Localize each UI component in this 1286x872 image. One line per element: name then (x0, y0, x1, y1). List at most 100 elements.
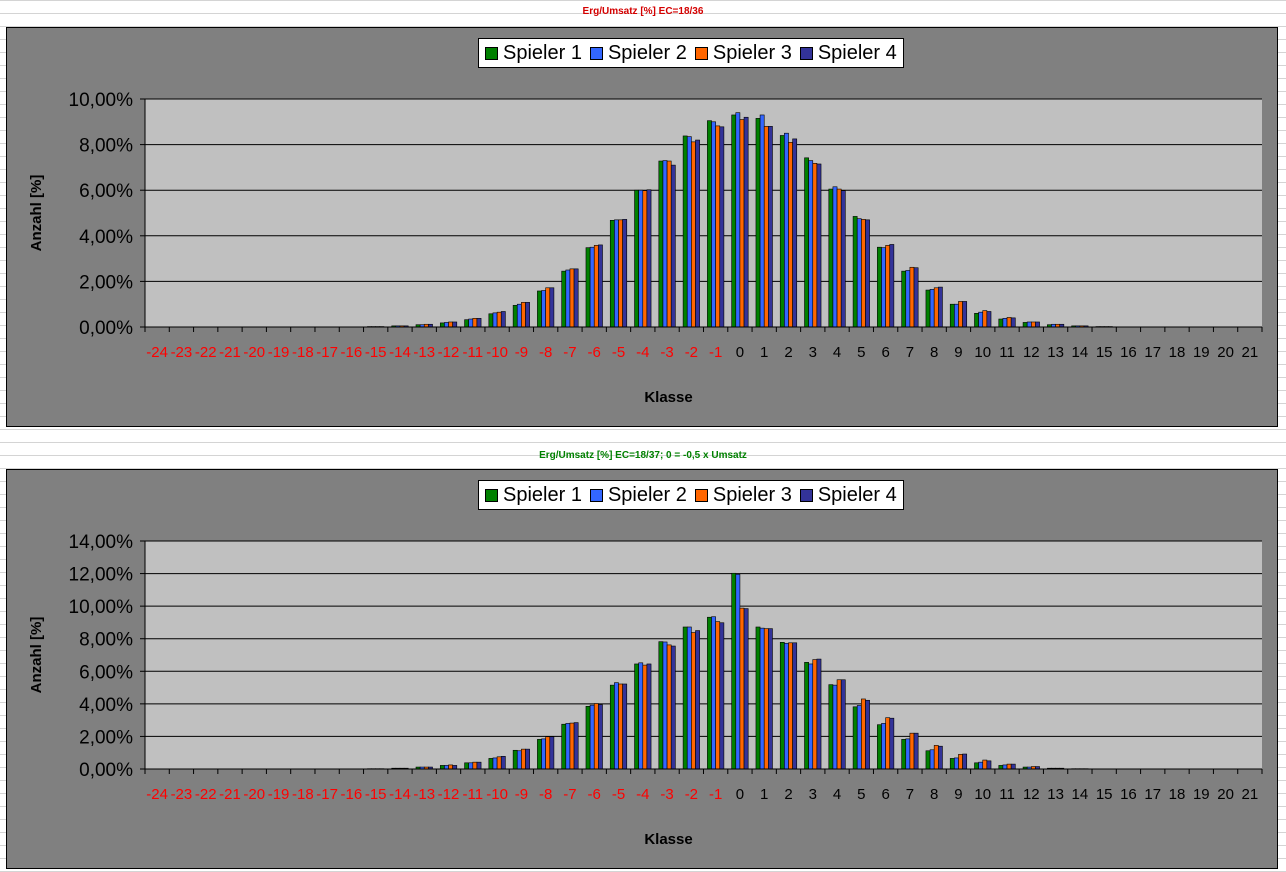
chart-panel-bottom[interactable]: 0,00% 2,00% 4,00% 6,00% 8,00% 10,00% 12,00% 14,… (6, 469, 1278, 869)
bar-spieler-2-1 (759, 114, 765, 328)
bar-spieler-4--5 (622, 683, 628, 770)
bar-spieler-1-2 (779, 135, 785, 328)
bar-spieler-1-11 (998, 765, 1004, 770)
legend-swatch-spieler-1 (485, 46, 498, 60)
legend-item-spieler-2: Spieler 2 (589, 484, 687, 507)
bar-spieler-4-4 (840, 190, 846, 328)
y-tick-label: 14,00% (69, 532, 134, 553)
bar-spieler-1-6 (877, 246, 882, 328)
bar-spieler-4--3 (670, 164, 676, 328)
bar-spieler-3--5 (618, 683, 623, 770)
x-tick-label: -1 (709, 786, 722, 803)
bar-spieler-4-1 (768, 126, 773, 328)
bar-spieler-2-9 (954, 303, 959, 328)
x-tick-label: -17 (316, 786, 338, 803)
x-tick-label: -8 (539, 344, 552, 361)
bar-spieler-2--1 (711, 121, 716, 328)
bar-spieler-2--10 (492, 312, 498, 328)
bar-spieler-3-8 (933, 745, 939, 770)
bar-spieler-1-0 (731, 572, 737, 770)
bar-spieler-1--7 (561, 270, 567, 328)
legend-label-spieler-4: Spieler 4 (817, 41, 897, 64)
x-tick-label: 7 (906, 344, 914, 361)
x-tick-label: 18 (1169, 786, 1186, 803)
bar-spieler-1-9 (949, 758, 955, 770)
bar-spieler-2--12 (444, 322, 449, 328)
y-axis-title: Anzahl [%] (28, 175, 45, 252)
bar-spieler-4-5 (865, 219, 870, 328)
plot-area (145, 99, 1262, 327)
x-tick-label: -16 (341, 344, 363, 361)
x-axis-title: Klasse (644, 831, 692, 848)
bar-spieler-3--7 (569, 268, 575, 328)
bar-spieler-4--9 (525, 748, 530, 770)
x-tick-label: -21 (219, 344, 241, 361)
x-tick-label: -18 (292, 344, 314, 361)
bar-spieler-3--11 (472, 318, 478, 328)
chart-svg-bottom: 0,00% 2,00% 4,00% 6,00% 8,00% 10,00% 12,00% 14,… (28, 532, 1263, 848)
bar-spieler-3-6 (885, 717, 891, 770)
x-tick-label: -11 (463, 344, 484, 361)
bar-spieler-3-10 (982, 759, 988, 770)
bar-spieler-3-5 (861, 219, 866, 328)
y-tick-label: 10,00% (69, 597, 134, 618)
chart-panel-top[interactable]: 0,00% 2,00% 4,00% 6,00% 8,00% 10,00% -24 -23 -22… (6, 27, 1278, 427)
bar-spieler-3-11 (1006, 763, 1012, 770)
x-tick-label: -10 (486, 344, 508, 361)
bar-spieler-4--7 (573, 268, 579, 328)
bar-spieler-1-0 (731, 114, 737, 328)
bar-spieler-4-1 (768, 628, 773, 770)
bar-spieler-4--11 (476, 318, 482, 328)
bar-spieler-3-4 (836, 188, 842, 328)
bar-spieler-3--9 (521, 302, 526, 328)
x-tick-label: 5 (857, 786, 865, 803)
legend-item-spieler-4: Spieler 4 (799, 483, 897, 507)
bar-spieler-2-10 (978, 761, 984, 770)
x-tick-label: 14 (1072, 786, 1089, 803)
x-tick-label: 1 (760, 786, 768, 803)
bar-spieler-4-8 (938, 745, 943, 770)
x-tick-label: 20 (1217, 344, 1234, 361)
bar-spieler-1--8 (537, 739, 542, 770)
bar-spieler-1--4 (634, 189, 639, 328)
bar-spieler-2--1 (711, 616, 716, 770)
legend-item-spieler-3: Spieler 3 (694, 484, 792, 507)
bar-spieler-4--12 (452, 321, 458, 328)
bar-spieler-4-7 (913, 267, 919, 328)
bar-spieler-3--12 (448, 321, 453, 328)
bar-spieler-1--5 (609, 684, 615, 770)
bar-spieler-1--10 (488, 313, 494, 328)
bar-spieler-1--12 (439, 322, 445, 328)
x-tick-label: -22 (195, 344, 217, 361)
x-tick-label: -12 (438, 786, 460, 803)
bar-spieler-2-4 (832, 684, 838, 770)
x-tick-label: 10 (974, 344, 991, 361)
x-tick-label: -19 (268, 786, 290, 803)
bar-spieler-3-7 (909, 266, 915, 328)
x-tick-label: 15 (1096, 786, 1113, 803)
legend-swatch-spieler-2 (589, 488, 603, 502)
legend-label-spieler-4: Spieler 4 (817, 483, 897, 506)
bar-spieler-2-11 (1002, 764, 1008, 770)
bar-spieler-2--9 (516, 750, 522, 770)
bar-spieler-4-11 (1010, 317, 1016, 328)
bar-spieler-3-1 (763, 628, 769, 770)
bar-spieler-4--9 (525, 302, 530, 328)
bar-spieler-3--2 (691, 632, 696, 770)
legend-label-spieler-3: Spieler 3 (712, 41, 792, 64)
x-tick-label: -11 (463, 786, 484, 803)
bar-spieler-2-0 (735, 574, 741, 770)
bar-spieler-4-5 (865, 699, 870, 770)
bar-spieler-2--9 (516, 303, 522, 328)
bar-spieler-1-10 (974, 313, 979, 328)
x-tick-label: -20 (243, 786, 265, 803)
legend-label-spieler-1: Spieler 1 (503, 41, 582, 64)
x-tick-label: 21 (1242, 344, 1259, 361)
x-tick-label: 18 (1169, 344, 1186, 361)
x-tick-label: -2 (685, 786, 698, 803)
bar-spieler-4--8 (549, 287, 555, 328)
y-tick-label: 2,00% (79, 727, 133, 748)
bar-spieler-3--8 (545, 287, 551, 328)
bar-spieler-1-8 (925, 289, 931, 328)
x-axis-title: Klasse (644, 389, 692, 406)
